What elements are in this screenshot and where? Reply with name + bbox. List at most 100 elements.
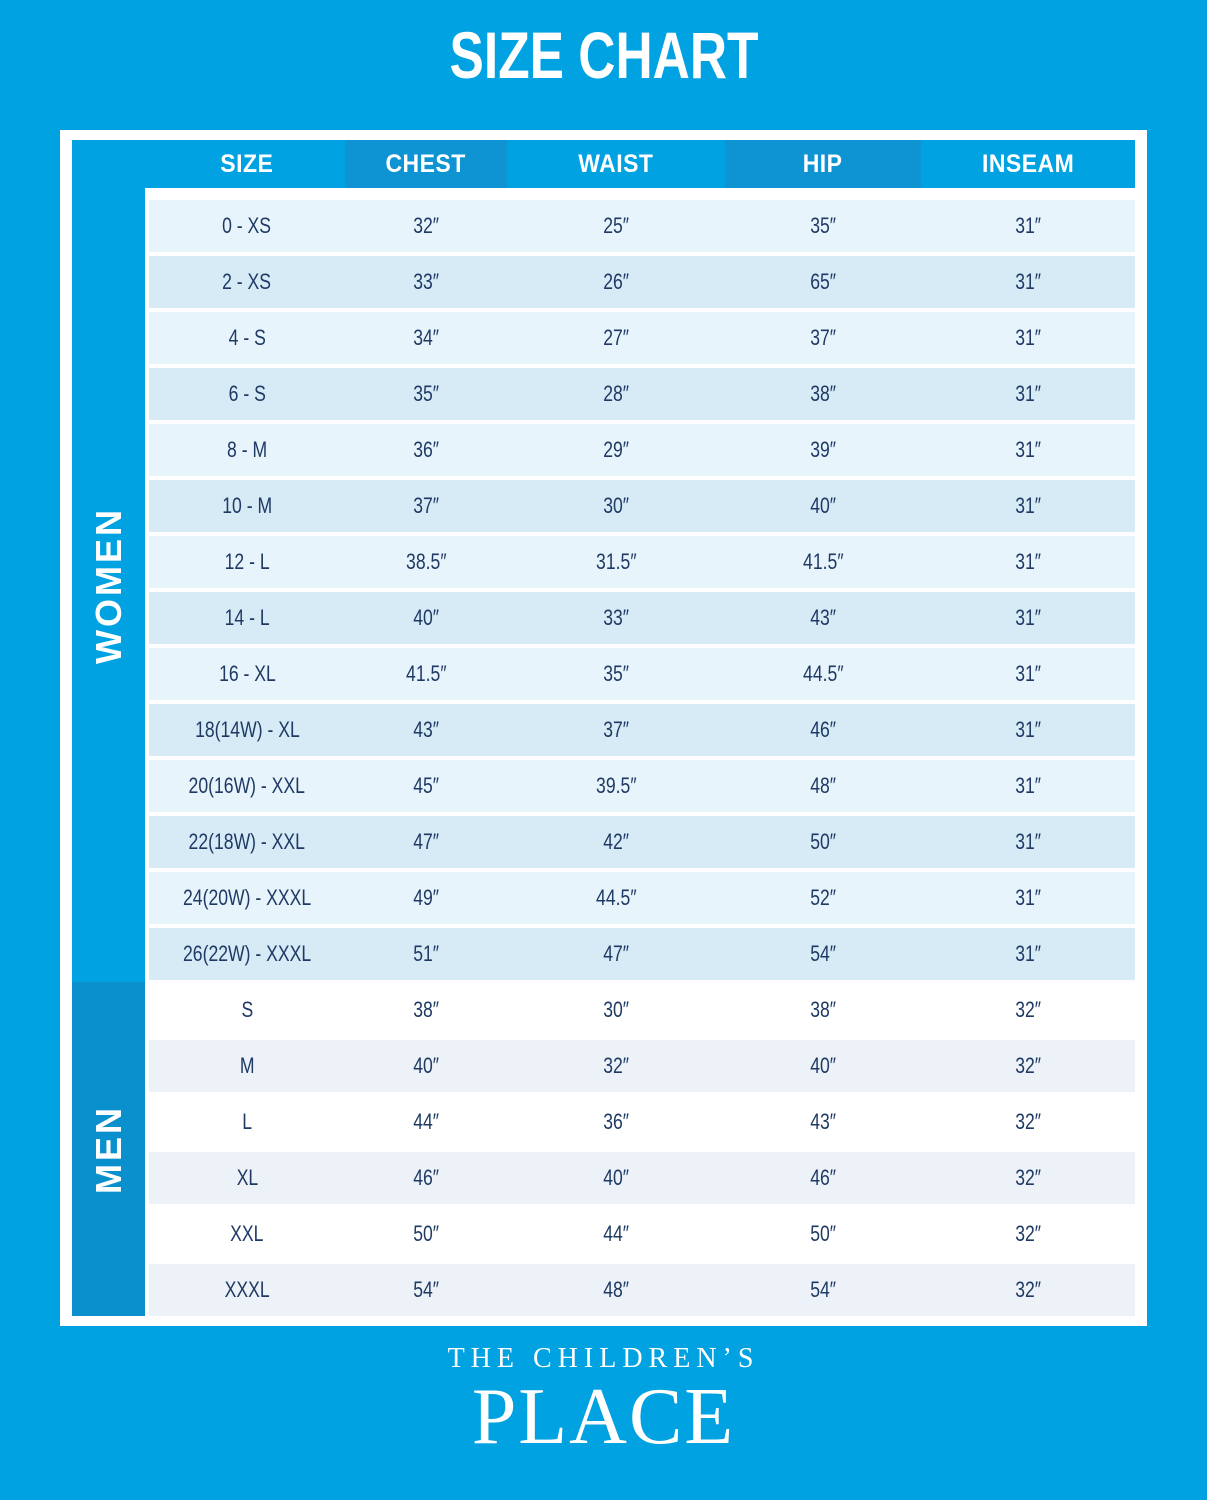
size-cell-text: M — [239, 1053, 255, 1078]
table-rows: 0 - XS 32″ 25″ 35″ 31″ 2 - XS 33″ 26″ 65… — [149, 188, 1135, 1316]
inseam-cell: 31″ — [921, 200, 1135, 252]
chest-cell: 36″ — [345, 424, 507, 476]
waist-cell-text: 44.5″ — [595, 885, 637, 910]
chest-cell: 38.5″ — [345, 536, 507, 588]
size-cell: 12 - L — [149, 536, 345, 588]
size-cell-text: 20(16W) - XXL — [188, 773, 306, 798]
inseam-cell: 31″ — [921, 648, 1135, 700]
hip-cell-text: 39″ — [810, 437, 836, 462]
inseam-cell-text: 32″ — [1015, 1221, 1041, 1246]
size-cell-text: XL — [236, 1165, 258, 1190]
hip-cell: 39″ — [725, 424, 921, 476]
inseam-cell: 32″ — [921, 1208, 1135, 1260]
size-cell-text: L — [242, 1109, 252, 1134]
table-row: 16 - XL 41.5″ 35″ 44.5″ 31″ — [149, 648, 1135, 700]
hip-cell-text: 44.5″ — [802, 661, 844, 686]
inseam-cell-text: 32″ — [1015, 1165, 1041, 1190]
waist-cell: 29″ — [507, 424, 725, 476]
women-section-label-text: WOMEN — [87, 506, 129, 664]
chest-cell-text: 43″ — [413, 717, 439, 742]
waist-cell-text: 37″ — [603, 717, 629, 742]
size-cell: 8 - M — [149, 424, 345, 476]
inseam-cell: 31″ — [921, 256, 1135, 308]
size-cell-text: 18(14W) - XL — [194, 717, 300, 742]
header-sidebar-spacer — [72, 140, 149, 188]
hip-cell: 35″ — [725, 200, 921, 252]
hip-cell-text: 41.5″ — [802, 549, 844, 574]
chest-cell-text: 35″ — [413, 381, 439, 406]
size-cell: L — [149, 1096, 345, 1148]
chest-cell: 40″ — [345, 592, 507, 644]
hip-cell-text: 50″ — [810, 1221, 836, 1246]
hip-cell-text: 38″ — [810, 381, 836, 406]
inseam-cell-text: 31″ — [1015, 381, 1041, 406]
waist-cell-text: 36″ — [603, 1109, 629, 1134]
waist-cell-text: 44″ — [603, 1221, 629, 1246]
chest-cell-text: 47″ — [413, 829, 439, 854]
hip-cell-text: 40″ — [810, 493, 836, 518]
hip-cell-text: 54″ — [810, 1277, 836, 1302]
women-section-label: WOMEN — [72, 188, 145, 982]
inseam-cell-text: 31″ — [1015, 885, 1041, 910]
inseam-cell-text: 32″ — [1015, 1277, 1041, 1302]
chest-cell: 38″ — [345, 984, 507, 1036]
size-cell: XL — [149, 1152, 345, 1204]
men-section-label: MEN — [72, 982, 145, 1316]
size-cell-text: 8 - M — [226, 437, 268, 462]
brand-logo: THE CHILDREN’S PLACE — [0, 1343, 1207, 1457]
men-section-label-text: MEN — [87, 1104, 129, 1194]
table-header-row: SIZE CHEST WAIST HIP INSEAM — [72, 140, 1135, 188]
chest-cell-text: 44″ — [413, 1109, 439, 1134]
inseam-cell-text: 31″ — [1015, 661, 1041, 686]
column-header-chest-text: CHEST — [385, 149, 467, 178]
waist-cell-text: 47″ — [603, 941, 629, 966]
size-cell-text: 14 - L — [224, 605, 270, 630]
inseam-cell-text: 31″ — [1015, 773, 1041, 798]
waist-cell-text: 30″ — [603, 493, 629, 518]
waist-cell: 28″ — [507, 368, 725, 420]
waist-cell-text: 33″ — [603, 605, 629, 630]
chest-cell: 33″ — [345, 256, 507, 308]
size-cell-text: 12 - L — [224, 549, 270, 574]
chest-cell-text: 34″ — [413, 325, 439, 350]
size-cell: 16 - XL — [149, 648, 345, 700]
inseam-cell: 31″ — [921, 760, 1135, 812]
chest-cell: 54″ — [345, 1264, 507, 1316]
hip-cell: 50″ — [725, 816, 921, 868]
column-header-size: SIZE — [149, 140, 345, 188]
page-title-text: SIZE CHART — [449, 18, 758, 92]
chest-cell: 41.5″ — [345, 648, 507, 700]
waist-cell: 47″ — [507, 928, 725, 980]
section-sidebar: WOMEN MEN — [72, 188, 145, 1316]
table-row: L 44″ 36″ 43″ 32″ — [149, 1096, 1135, 1148]
waist-cell: 33″ — [507, 592, 725, 644]
size-cell-text: 4 - S — [228, 325, 266, 350]
hip-cell: 38″ — [725, 984, 921, 1036]
chest-cell-text: 46″ — [413, 1165, 439, 1190]
inseam-cell: 32″ — [921, 1152, 1135, 1204]
column-header-waist: WAIST — [507, 140, 725, 188]
chest-cell-text: 37″ — [413, 493, 439, 518]
chest-cell-text: 36″ — [413, 437, 439, 462]
hip-cell: 43″ — [725, 592, 921, 644]
inseam-cell-text: 31″ — [1015, 437, 1041, 462]
inseam-cell: 31″ — [921, 536, 1135, 588]
size-cell: XXXL — [149, 1264, 345, 1316]
chest-cell: 40″ — [345, 1040, 507, 1092]
hip-cell-text: 38″ — [810, 997, 836, 1022]
size-cell-text: 6 - S — [228, 381, 266, 406]
table-row: 2 - XS 33″ 26″ 65″ 31″ — [149, 256, 1135, 308]
column-header-waist-text: WAIST — [578, 149, 654, 178]
waist-cell: 31.5″ — [507, 536, 725, 588]
waist-cell: 37″ — [507, 704, 725, 756]
chest-cell-text: 38″ — [413, 997, 439, 1022]
chest-cell: 43″ — [345, 704, 507, 756]
table-inner: SIZE CHEST WAIST HIP INSEAM WOME — [72, 140, 1135, 1316]
waist-cell: 36″ — [507, 1096, 725, 1148]
hip-cell: 40″ — [725, 1040, 921, 1092]
inseam-cell-text: 31″ — [1015, 325, 1041, 350]
hip-cell: 41.5″ — [725, 536, 921, 588]
hip-cell: 46″ — [725, 1152, 921, 1204]
waist-cell: 48″ — [507, 1264, 725, 1316]
size-cell: 26(22W) - XXXL — [149, 928, 345, 980]
